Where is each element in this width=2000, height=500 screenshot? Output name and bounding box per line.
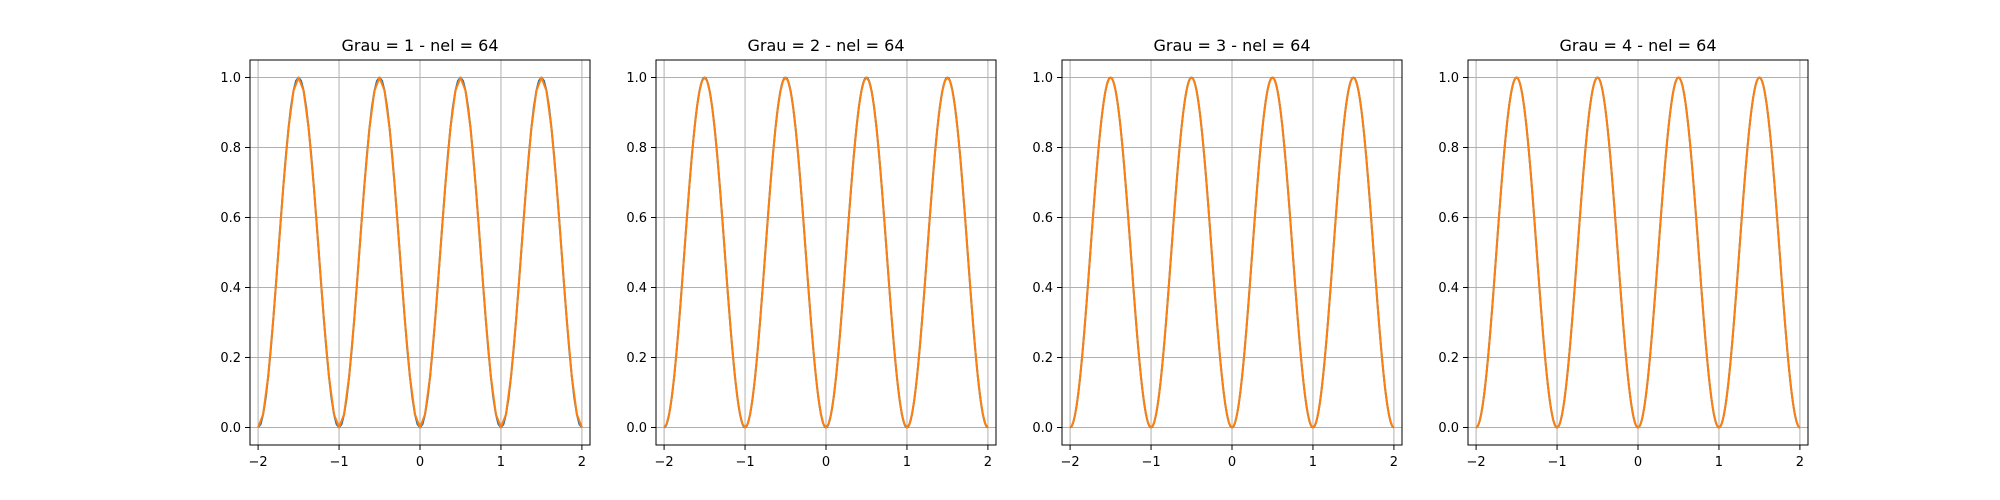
series-line-2 bbox=[663, 76, 989, 429]
x-tick-label: 0 bbox=[822, 455, 830, 470]
x-tick-label: 1 bbox=[903, 455, 911, 470]
x-tick-label: −2 bbox=[655, 455, 674, 470]
y-tick-label: 0.8 bbox=[1032, 141, 1053, 156]
x-tick-label: 1 bbox=[1309, 455, 1317, 470]
subplot-title: Grau = 1 - nel = 64 bbox=[342, 36, 499, 55]
y-tick-label: 0.2 bbox=[1438, 351, 1459, 366]
y-tick-label: 0.8 bbox=[626, 141, 647, 156]
y-tick-label: 1.0 bbox=[220, 71, 241, 86]
series-line-2 bbox=[1475, 76, 1801, 429]
y-tick-label: 0.4 bbox=[220, 281, 241, 296]
y-tick-label: 1.0 bbox=[1032, 71, 1053, 86]
y-tick-label: 0.8 bbox=[220, 141, 241, 156]
x-tick-label: 2 bbox=[1390, 455, 1398, 470]
x-tick-label: −1 bbox=[1547, 455, 1566, 470]
x-tick-label: 2 bbox=[578, 455, 586, 470]
y-tick-label: 0.8 bbox=[1438, 141, 1459, 156]
y-tick-label: 0.4 bbox=[1438, 281, 1459, 296]
series-line-2 bbox=[1069, 76, 1395, 429]
x-tick-label: 0 bbox=[416, 455, 424, 470]
x-tick-label: −1 bbox=[1141, 455, 1160, 470]
y-tick-label: 0.2 bbox=[626, 351, 647, 366]
subplot-title: Grau = 4 - nel = 64 bbox=[1560, 36, 1717, 55]
y-tick-label: 0.6 bbox=[1032, 211, 1053, 226]
x-tick-label: 1 bbox=[1715, 455, 1723, 470]
y-tick-label: 0.0 bbox=[1438, 421, 1459, 436]
y-tick-label: 0.0 bbox=[220, 421, 241, 436]
y-tick-label: 0.0 bbox=[626, 421, 647, 436]
x-tick-label: 1 bbox=[497, 455, 505, 470]
x-tick-label: 2 bbox=[1796, 455, 1804, 470]
subplot-1: −2 −1 0 1 2 0.0 0.2 0.4 0.6 0.8 1.0 Grau = 1 - nel … bbox=[220, 36, 591, 470]
subplot-title: Grau = 2 - nel = 64 bbox=[748, 36, 905, 55]
y-tick-label: 1.0 bbox=[1438, 71, 1459, 86]
y-tick-label: 0.6 bbox=[626, 211, 647, 226]
y-tick-label: 0.4 bbox=[1032, 281, 1053, 296]
x-tick-label: −2 bbox=[249, 455, 268, 470]
y-tick-label: 0.0 bbox=[1032, 421, 1053, 436]
x-tick-label: −1 bbox=[329, 455, 348, 470]
x-tick-label: 0 bbox=[1228, 455, 1236, 470]
y-tick-label: 0.6 bbox=[1438, 211, 1459, 226]
x-tick-label: 0 bbox=[1634, 455, 1642, 470]
y-tick-label: 0.6 bbox=[220, 211, 241, 226]
y-tick-label: 0.2 bbox=[1032, 351, 1053, 366]
series-line-2 bbox=[257, 76, 583, 429]
x-tick-label: −2 bbox=[1467, 455, 1486, 470]
y-tick-label: 1.0 bbox=[626, 71, 647, 86]
x-tick-label: −2 bbox=[1061, 455, 1080, 470]
subplot-2: −2 −1 0 1 2 0.0 0.2 0.4 0.6 0.8 1.0 Grau = 2 - nel … bbox=[626, 36, 997, 470]
subplot-title: Grau = 3 - nel = 64 bbox=[1154, 36, 1311, 55]
y-tick-label: 0.2 bbox=[220, 351, 241, 366]
x-tick-label: 2 bbox=[984, 455, 992, 470]
subplot-3: −2 −1 0 1 2 0.0 0.2 0.4 0.6 0.8 1.0 Grau = 3 - nel … bbox=[1032, 36, 1403, 470]
y-tick-label: 0.4 bbox=[626, 281, 647, 296]
x-tick-label: −1 bbox=[735, 455, 754, 470]
subplot-4: −2 −1 0 1 2 0.0 0.2 0.4 0.6 0.8 1.0 Grau = 4 - nel … bbox=[1438, 36, 1809, 470]
